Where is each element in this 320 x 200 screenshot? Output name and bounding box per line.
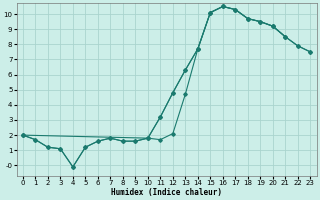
X-axis label: Humidex (Indice chaleur): Humidex (Indice chaleur): [111, 188, 222, 197]
